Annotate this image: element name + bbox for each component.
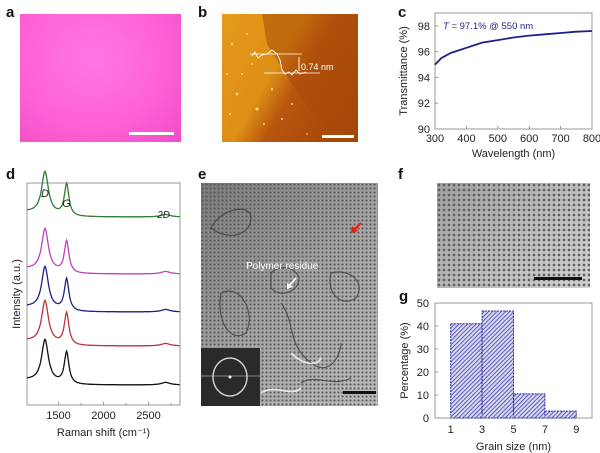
raman-spectrum-4 (26, 298, 180, 347)
x-axis-label: Grain size (nm) (476, 441, 551, 453)
x-tick-label: 1 (448, 424, 454, 436)
polymer-residue-label: Polymer residue (246, 261, 319, 272)
x-tick-label: 300 (426, 133, 444, 145)
histogram-bar (544, 410, 577, 419)
y-tick-label: 10 (417, 390, 429, 402)
y-tick-label: 0 (423, 413, 429, 425)
scale-bar (322, 135, 354, 138)
x-tick-label: 600 (520, 133, 538, 145)
afm-particles (226, 33, 308, 135)
y-tick-label: 50 (417, 298, 429, 310)
transmittance-line (434, 30, 593, 66)
histogram-bar (450, 323, 483, 419)
red-arrow-head-icon (351, 226, 358, 233)
scale-bar (343, 391, 376, 394)
histogram-bar (513, 393, 546, 419)
fft-ring (212, 357, 248, 397)
x-axis-label: Wavelength (nm) (472, 148, 555, 160)
tem-zoom-image (437, 183, 590, 288)
panel-label-f: f (398, 166, 403, 183)
x-tick-label: 700 (551, 133, 569, 145)
x-axis-label: Raman shift (cm⁻¹) (57, 427, 150, 439)
y-tick-label: 98 (418, 21, 430, 33)
panel-label-c: c (398, 4, 407, 21)
afm-overlay: 0.74 nm (226, 14, 358, 142)
x-tick-label: 500 (489, 133, 507, 145)
x-tick-label: 3 (479, 424, 485, 436)
y-tick-label: 40 (417, 321, 429, 333)
y-tick-label: 30 (417, 344, 429, 356)
y-tick-label: 94 (418, 72, 430, 84)
raman-spectrum-5 (26, 337, 180, 386)
raman-spectrum-3 (26, 264, 180, 313)
x-tick-label: 2500 (136, 410, 160, 422)
residue-highlights (260, 352, 322, 394)
peak-label-g: G (62, 198, 71, 210)
white-arrow-icon (288, 277, 297, 287)
fft-center (228, 375, 232, 379)
raman-chart: 1500 2000 2500 Raman shift (cm⁻¹) Intensity … (11, 169, 181, 439)
peak-label-d: D (41, 188, 49, 200)
x-tick-label: 7 (542, 424, 548, 436)
tem-image: Polymer residue (201, 183, 378, 406)
white-arrow-head-icon (287, 283, 293, 289)
y-tick-label: 96 (418, 47, 430, 59)
transmittance-chart: 90 92 94 96 98 300 400 500 600 700 800 Wavelength (… (398, 12, 600, 160)
y-tick-label: 90 (418, 124, 430, 136)
afm-image: 0.74 nm (222, 14, 358, 142)
y-tick-label: 92 (418, 98, 430, 110)
panel-label-d: d (6, 166, 16, 183)
scale-bar (129, 132, 174, 135)
afm-upper-terrace (262, 14, 358, 142)
y-axis-label: Percentage (%) (399, 322, 411, 398)
x-tick-label: 2000 (91, 410, 115, 422)
x-tick-label: 9 (573, 424, 579, 436)
histogram-bar (481, 310, 514, 419)
x-tick-label: 400 (457, 133, 475, 145)
y-tick-label: 20 (417, 367, 429, 379)
panel-label-a: a (6, 4, 15, 21)
transmittance-annotation: T = 97.1% @ 550 nm (443, 21, 533, 32)
tem-overlay: Polymer residue (201, 208, 376, 406)
step-height-label: 0.74 nm (301, 62, 334, 72)
raman-spectrum-1 (26, 169, 180, 218)
plot-frame (434, 12, 593, 130)
panel-label-e: e (198, 166, 207, 183)
grain-size-histogram: 0 10 20 30 40 50 1 3 5 7 9 Grain size (nm) Percentag… (399, 298, 593, 453)
x-tick-label: 1500 (46, 410, 70, 422)
optical-image (20, 14, 181, 142)
y-axis-label: Transmittance (%) (398, 26, 410, 115)
raman-spectrum-2 (26, 226, 180, 275)
y-axis-label: Intensity (a.u.) (11, 259, 23, 329)
scale-bar (534, 277, 582, 280)
panel-label-b: b (198, 4, 208, 21)
x-tick-label: 5 (510, 424, 516, 436)
peak-label-2d: 2D (156, 210, 170, 221)
panel-label-g: g (399, 288, 409, 305)
height-profile (251, 49, 307, 76)
x-tick-label: 800 (583, 133, 600, 145)
